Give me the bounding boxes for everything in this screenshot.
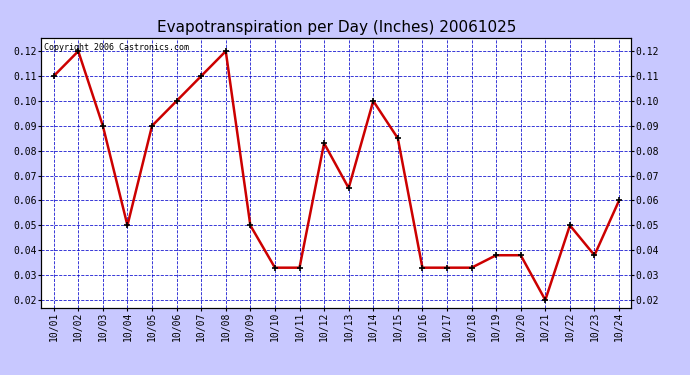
Text: Copyright 2006 Castronics.com: Copyright 2006 Castronics.com xyxy=(44,43,189,52)
Title: Evapotranspiration per Day (Inches) 20061025: Evapotranspiration per Day (Inches) 2006… xyxy=(157,20,516,35)
